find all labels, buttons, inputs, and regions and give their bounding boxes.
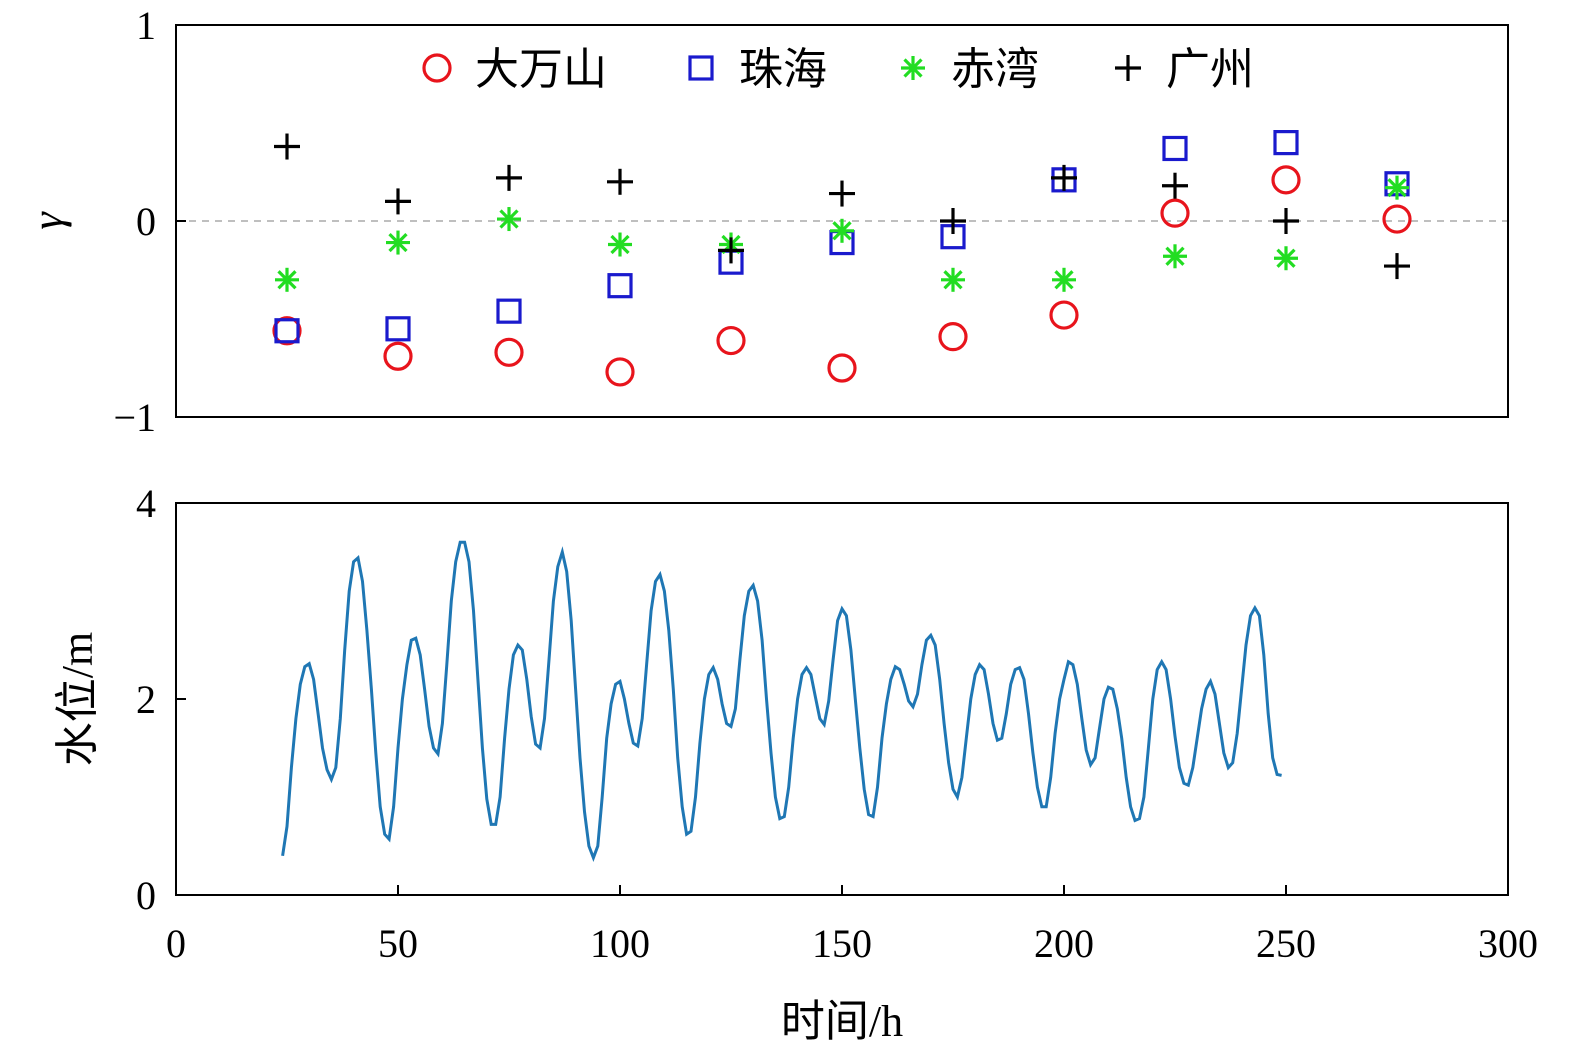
- time-x-tick-label: 300: [1478, 921, 1538, 966]
- legend-marker-2: [901, 56, 925, 80]
- gamma-scatter-marks: [272, 130, 1412, 387]
- point-s0-1: [383, 341, 413, 371]
- point-s0-9: [1271, 165, 1301, 195]
- point-s2-1: [386, 230, 410, 255]
- time-x-tick-label: 100: [590, 921, 650, 966]
- point-s2-7: [1052, 267, 1076, 292]
- point-s3-1: [385, 188, 411, 215]
- point-s2-2: [497, 207, 521, 232]
- point-s2-8: [1163, 244, 1187, 269]
- point-s2-10: [1385, 175, 1409, 200]
- point-s1-1: [385, 316, 411, 342]
- legend-label-1: 珠海: [739, 45, 827, 94]
- point-s0-4: [716, 325, 746, 356]
- legend-label-2: 赤湾: [951, 45, 1039, 94]
- gamma-y-tick-label: 1: [136, 3, 156, 48]
- point-s0-6: [938, 322, 968, 352]
- water-level-y-axis-label: 水位/m: [53, 632, 102, 766]
- water-level-y-tick-label: 4: [136, 481, 156, 526]
- point-s3-7: [1051, 164, 1077, 191]
- water-level-y-tick-label: 0: [136, 873, 156, 918]
- point-s3-6: [940, 208, 966, 234]
- time-x-ticks: 0 50 100 150 200 250 300: [166, 885, 1538, 966]
- gamma-panel: −1 0 1 γ 大万山 珠海 赤湾 广州: [23, 3, 1509, 440]
- point-s1-9: [1273, 130, 1299, 156]
- point-s3-5: [829, 180, 855, 207]
- point-s3-8: [1162, 172, 1188, 199]
- point-s3-10: [1384, 253, 1410, 280]
- time-x-tick-label: 200: [1034, 921, 1094, 966]
- point-s3-0: [274, 133, 300, 160]
- water-level-line: [281, 540, 1282, 863]
- time-x-tick-label: 250: [1256, 921, 1316, 966]
- gamma-y-axis-label: γ: [23, 211, 72, 230]
- point-s0-7: [1049, 300, 1079, 330]
- point-s0-3: [605, 357, 635, 387]
- time-x-tick-label: 150: [812, 921, 872, 966]
- time-x-tick-label: 0: [166, 921, 186, 966]
- point-s3-2: [496, 164, 522, 191]
- point-s1-3: [607, 273, 633, 299]
- gamma-y-ticks: −1 0 1: [113, 3, 186, 440]
- water-level-y-tick-label: 2: [136, 677, 156, 722]
- point-s1-8: [1162, 135, 1188, 162]
- water-level-y-ticks: 0 2 4: [136, 481, 186, 918]
- gamma-y-tick-label: 0: [136, 199, 156, 244]
- point-s3-9: [1273, 208, 1299, 234]
- point-s0-10: [1382, 204, 1412, 234]
- point-s2-9: [1274, 246, 1298, 271]
- point-s1-2: [496, 298, 522, 324]
- point-s0-0: [272, 316, 302, 346]
- point-s2-6: [941, 267, 965, 292]
- point-s0-2: [494, 337, 524, 367]
- point-s2-5: [830, 218, 854, 243]
- point-s0-5: [827, 353, 857, 383]
- legend-marker-0: [422, 53, 452, 83]
- legend-label-0: 大万山: [475, 45, 607, 94]
- legend-marker-3: [1115, 55, 1141, 81]
- water-level-panel: 0 2 4 0 50 100 150 200 250 300 水位/m 时间/h: [53, 481, 1538, 1046]
- time-x-axis-label: 时间/h: [781, 997, 903, 1046]
- point-s1-0: [274, 318, 300, 344]
- legend: 大万山 珠海 赤湾 广州: [422, 45, 1254, 94]
- point-s2-3: [608, 232, 632, 257]
- point-s3-4: [718, 237, 744, 264]
- gamma-y-tick-label: −1: [113, 395, 156, 440]
- legend-label-3: 广州: [1166, 45, 1254, 94]
- point-s0-8: [1160, 198, 1190, 228]
- point-s2-0: [275, 267, 299, 292]
- legend-marker-1: [688, 55, 714, 81]
- time-x-tick-label: 50: [378, 921, 418, 966]
- water-level-plot-frame: [175, 502, 1509, 896]
- point-s3-3: [607, 168, 633, 195]
